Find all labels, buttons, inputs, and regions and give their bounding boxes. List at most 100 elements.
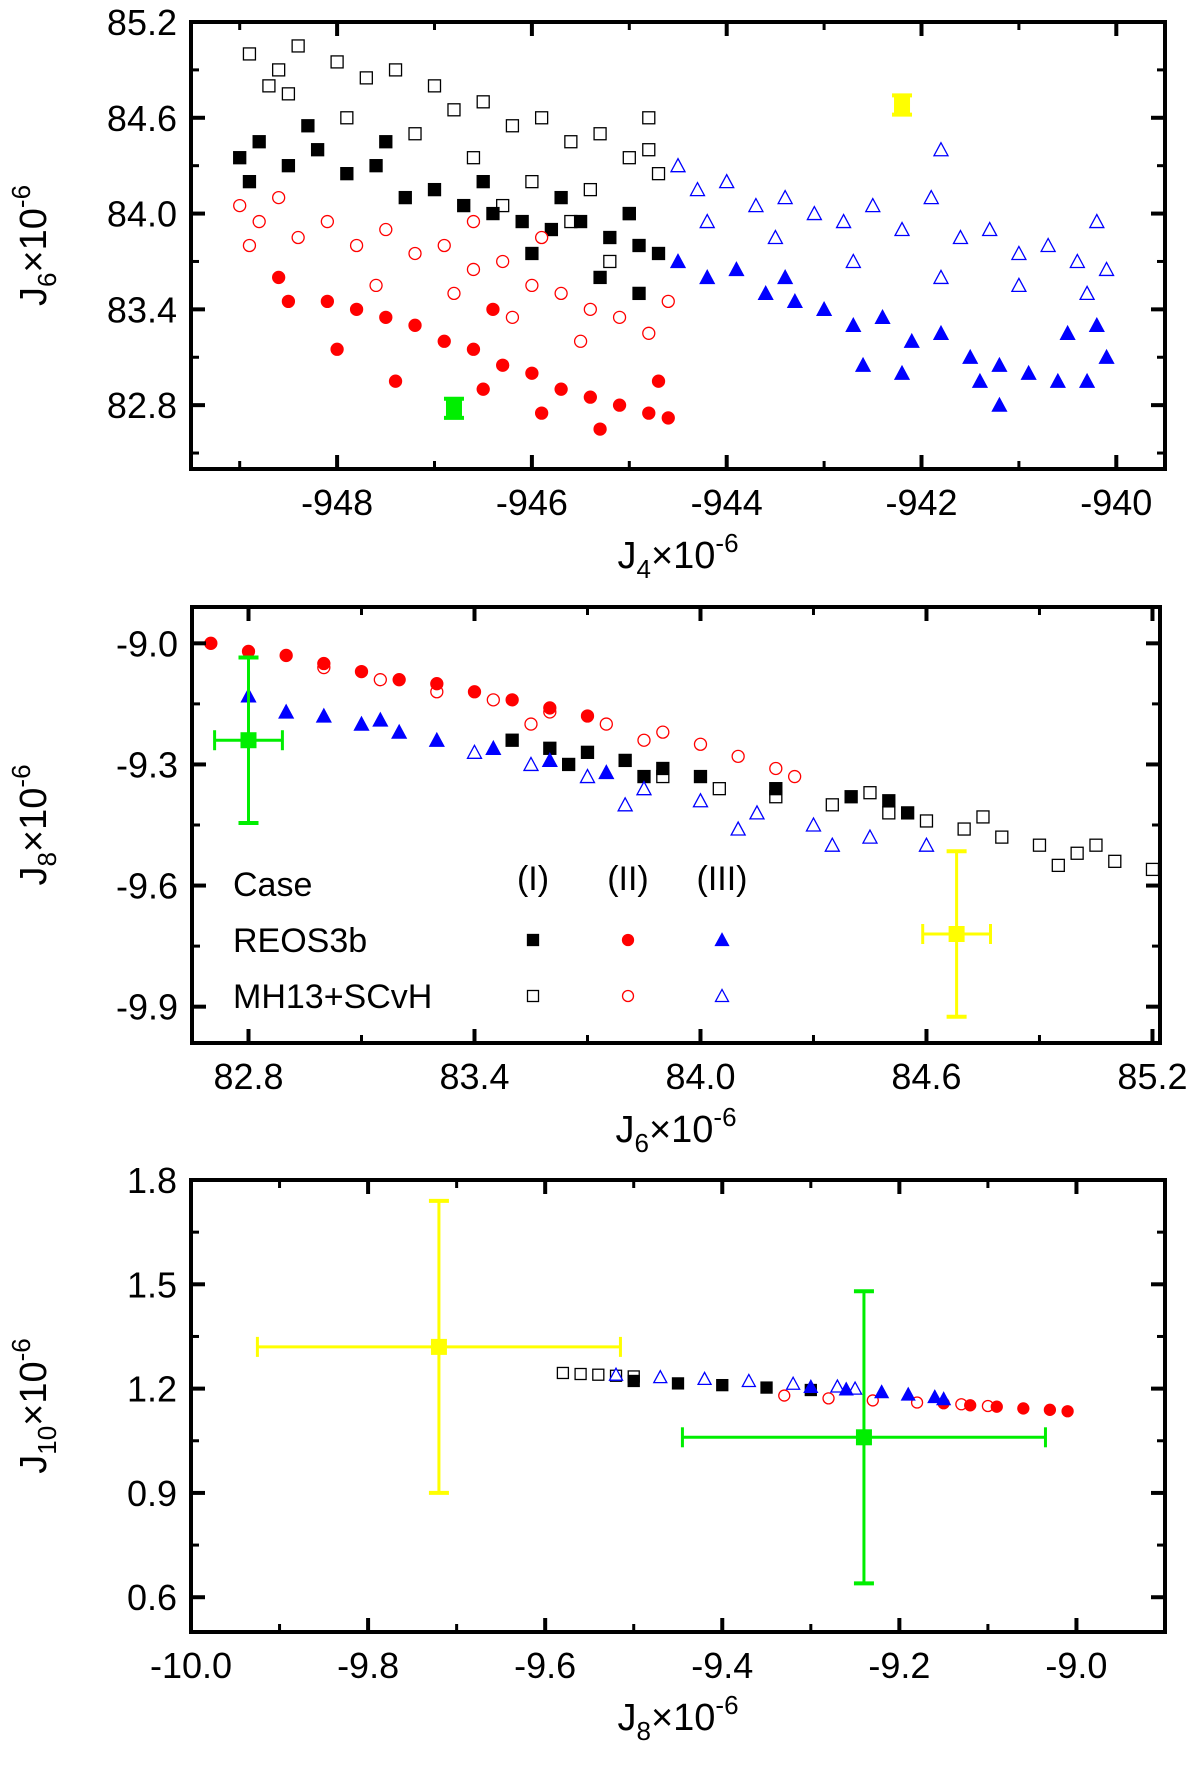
data-point (534, 111, 549, 125)
data-point (689, 181, 706, 197)
data-point (583, 390, 597, 404)
data-point (622, 151, 636, 165)
x-tick-label: 84.0 (665, 1056, 735, 1097)
observation-marker (855, 1429, 872, 1446)
data-point (466, 262, 481, 277)
data-point (786, 293, 803, 309)
data-point (1078, 285, 1096, 301)
data-point (525, 174, 539, 189)
data-point (427, 79, 442, 93)
data-point (652, 1369, 668, 1384)
data-point (428, 731, 445, 747)
data-point (340, 167, 354, 181)
data-point (301, 119, 315, 133)
data-point (598, 764, 615, 780)
data-point (233, 198, 247, 213)
data-point (699, 269, 716, 285)
data-point (496, 358, 510, 372)
data-point (310, 143, 325, 157)
axis-label-subscript: 6 (634, 1128, 648, 1158)
data-point (976, 810, 990, 824)
observation-errorbar (213, 655, 284, 825)
y-tick-label: 83.4 (107, 289, 177, 330)
data-point (388, 63, 403, 77)
y-tick-label: 1.8 (127, 1160, 177, 1201)
data-point (991, 396, 1008, 412)
data-point (864, 197, 881, 213)
x-tick-label: 85.2 (1117, 1056, 1187, 1097)
data-point (408, 246, 422, 261)
legend-marker (526, 933, 540, 947)
data-point (932, 269, 950, 285)
axis-label-multiplier: ×10 (13, 1361, 55, 1425)
data-point (962, 348, 979, 364)
data-point (1043, 1403, 1057, 1416)
y-tick-label: -9.6 (116, 866, 178, 907)
data-point (599, 717, 613, 731)
axis-label-base: J (617, 1697, 636, 1739)
observation-marker (430, 1338, 447, 1355)
series-mh13-scvh-ii- (778, 1389, 995, 1413)
x-tick-label: -946 (496, 482, 568, 523)
data-point (1061, 1405, 1074, 1418)
data-point (369, 278, 383, 293)
axis-label-base: J (13, 1455, 55, 1474)
data-point (505, 733, 519, 747)
data-point (398, 190, 412, 205)
data-point (1145, 862, 1160, 877)
data-point (656, 725, 670, 739)
x-tick-label: -940 (1080, 482, 1152, 523)
series-reos3b-iii- (803, 1379, 952, 1406)
legend: Case (I) (II) (III) REOS3b MH13+SCvH (233, 860, 747, 1016)
x-tick-label: 82.8 (213, 1056, 283, 1097)
data-point (524, 717, 538, 731)
data-point (642, 143, 656, 157)
observation-marker (445, 400, 462, 417)
x-tick-label: 84.6 (891, 1056, 961, 1097)
axis-label-superscript: -6 (6, 1338, 36, 1361)
axis-label-multiplier: ×10 (649, 1109, 713, 1151)
data-point (825, 798, 839, 812)
data-point (583, 182, 597, 197)
data-point (612, 310, 627, 324)
data-point (803, 1379, 819, 1394)
data-point (671, 1377, 685, 1390)
data-point (651, 167, 666, 181)
y-tick-label: 0.9 (127, 1473, 177, 1514)
series-mh13-scvh-iii- (608, 1366, 863, 1395)
data-point (893, 364, 911, 380)
data-point (354, 664, 369, 679)
data-point (278, 703, 295, 719)
data-point (320, 214, 335, 229)
data-point (824, 836, 841, 852)
data-point (919, 814, 934, 828)
axis-label-multiplier: ×10 (651, 535, 715, 577)
x-axis-label: J8×10-6 (617, 1690, 738, 1746)
data-point (457, 198, 471, 213)
y-tick-label: 1.2 (127, 1369, 177, 1410)
data-point (995, 830, 1009, 844)
data-point (1089, 838, 1103, 852)
data-point (964, 1399, 977, 1412)
data-point (716, 1378, 729, 1392)
observation-errorbar (892, 93, 913, 117)
data-point (486, 206, 500, 221)
data-point (573, 334, 588, 348)
data-point (543, 701, 557, 715)
series-mh13-scvh-i- (242, 39, 666, 269)
data-point (1098, 261, 1115, 277)
y-tick-label: -9.0 (116, 623, 178, 664)
data-point (822, 1392, 835, 1405)
data-point (515, 214, 529, 229)
data-point (632, 238, 646, 253)
data-point (1051, 858, 1065, 873)
observation-errorbar (921, 849, 993, 1019)
data-point (340, 111, 354, 125)
data-point (556, 1366, 570, 1380)
x-tick-label: -944 (691, 482, 763, 523)
data-point (242, 47, 257, 61)
data-point (769, 761, 783, 776)
axis-label-subscript: 10 (32, 1426, 62, 1455)
observation-errorbar (680, 1289, 1047, 1586)
data-point (900, 1386, 916, 1401)
